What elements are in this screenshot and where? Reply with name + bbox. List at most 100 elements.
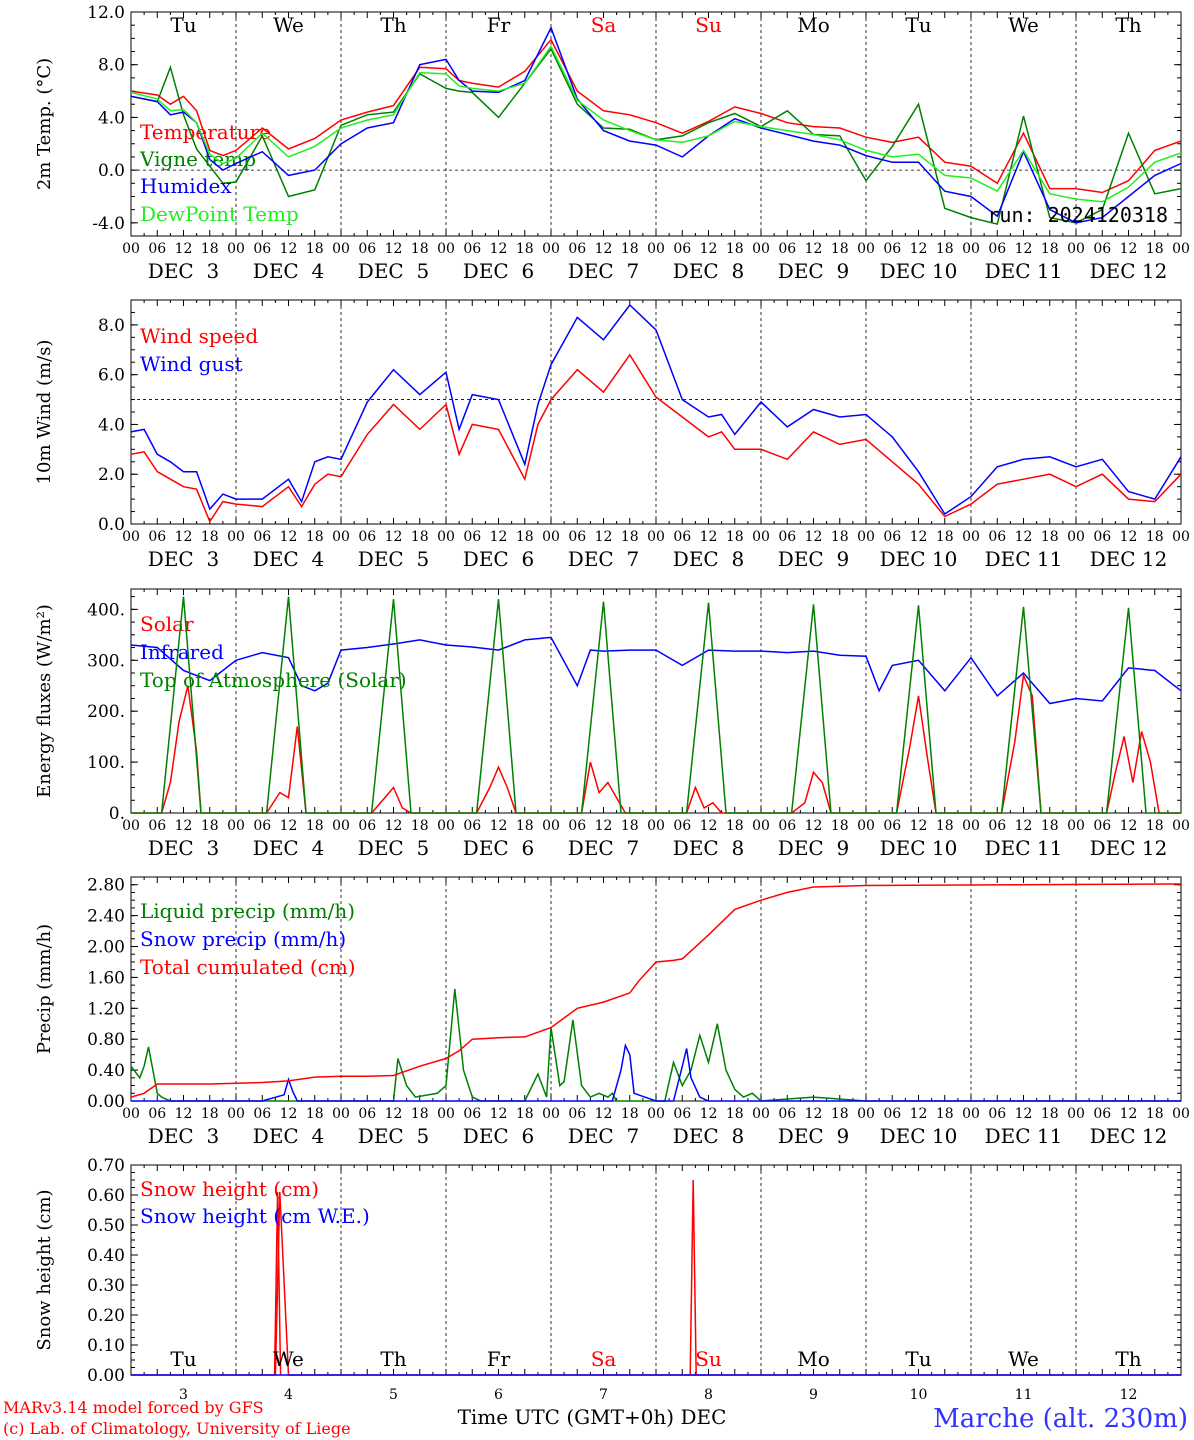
hour-label: 06 [463,241,481,257]
legend-entry: Snow height (cm W.E.) [140,1204,370,1228]
hour-label: 18 [936,241,954,257]
hour-label: 00 [332,529,350,545]
y-tick-label: 0. [109,804,125,824]
hour-label: 12 [490,1106,508,1122]
date-label: DEC 3 [148,547,219,571]
snow-spike [273,1191,282,1376]
hour-label: 18 [1041,1106,1059,1122]
hour-label: 06 [778,241,796,257]
hour-label: 12 [280,1106,298,1122]
y-tick-label: 0.20 [87,1306,125,1326]
y-tick-label: 0.80 [87,1030,125,1050]
y-tick-label: 2.00 [87,938,125,958]
hour-label: 06 [1093,818,1111,834]
hour-label: 00 [542,529,560,545]
hour-label: 06 [778,1106,796,1122]
date-label: DEC 11 [985,259,1063,283]
day-number: 3 [179,1387,188,1403]
plot-frame [130,588,1182,814]
hour-label: 06 [673,818,691,834]
hour-label: 18 [411,241,429,257]
date-label: DEC 7 [568,259,639,283]
hour-label: 12 [805,818,823,834]
hour-label: 18 [936,1106,954,1122]
hour-label: 00 [437,1106,455,1122]
hour-label: 06 [148,529,166,545]
hour-label: 00 [647,1106,665,1122]
hour-label: 12 [700,818,718,834]
hour-label: 12 [385,241,403,257]
hour-label: 00 [752,1106,770,1122]
y-tick-label: 12.0 [87,3,125,23]
y-axis-label: Energy fluxes (W/m²) [34,604,55,798]
hour-label: 00 [1172,241,1190,257]
hour-label: 12 [595,818,613,834]
legend-entry: Top of Atmosphere (Solar) [140,668,407,692]
credit-line-model: MARv3.14 model forced by GFS [3,1398,264,1417]
hour-label: 00 [1067,818,1085,834]
date-label: DEC 4 [253,547,324,571]
date-label: DEC 11 [985,836,1063,860]
hour-label: 06 [883,818,901,834]
hour-label: 18 [306,1106,324,1122]
day-name: Th [380,1347,406,1371]
snow-spike [689,1179,697,1376]
legend-entry: Total cumulated (cm) [140,955,356,979]
y-tick-label: 0.40 [87,1246,125,1266]
date-label: DEC 10 [880,836,958,860]
hour-label: 12 [1015,241,1033,257]
date-label: DEC 10 [880,547,958,571]
y-tick-label: 1.60 [87,968,125,988]
date-label: DEC 3 [148,836,219,860]
hour-label: 00 [857,529,875,545]
hour-label: 12 [175,818,193,834]
hour-label: 18 [621,241,639,257]
hour-label: 12 [910,1106,928,1122]
hour-label: 00 [752,818,770,834]
y-tick-label: 400. [87,600,125,620]
hour-label: 06 [778,529,796,545]
date-label: DEC 12 [1090,259,1168,283]
hour-label: 12 [595,1106,613,1122]
hour-label: 12 [1120,529,1138,545]
y-tick-label: 0.0 [98,515,125,535]
legend-entry: Liquid precip (mm/h) [140,899,355,923]
date-label: DEC 7 [568,1124,639,1148]
hour-label: 18 [621,818,639,834]
hour-label: 06 [568,818,586,834]
panel-2: 0.0 2.0 4.0 6.0 8.0 10m Wind (m/s) Wind speed W… [34,299,1190,571]
hour-label: 06 [988,1106,1006,1122]
y-axis-label: 2m Temp. (°C) [34,58,55,190]
credit-line-lab: (c) Lab. of Climatology, University of L… [3,1419,351,1438]
date-label: DEC 12 [1090,1124,1168,1148]
hour-label: 18 [936,529,954,545]
hour-label: 12 [280,818,298,834]
series-line-total-cumulated-cm- [130,883,1182,1098]
hour-label: 18 [831,1106,849,1122]
hour-label: 00 [542,241,560,257]
hour-label: 00 [122,241,140,257]
day-number: 5 [389,1387,398,1403]
day-name: Mo [797,13,830,37]
day-number: 8 [704,1387,713,1403]
date-label: DEC 10 [880,259,958,283]
hour-label: 12 [805,241,823,257]
hour-label: 00 [1172,1106,1190,1122]
date-label: DEC 10 [880,1124,958,1148]
hour-label: 12 [1015,529,1033,545]
date-label: DEC 12 [1090,547,1168,571]
hour-label: 00 [962,818,980,834]
series-line-top-of-atmosphere-solar- [131,596,1181,814]
legend-entry: Wind speed [140,324,258,348]
hour-label: 06 [463,529,481,545]
y-axis-label: Precip (mm/h) [34,924,55,1054]
panel-1: -4.0 0.0 4.0 8.0 12.0 2m Temp. (°C) Temperatur… [34,3,1190,283]
date-label: DEC 5 [358,836,429,860]
y-tick-label: 2.40 [87,907,125,927]
hour-label: 18 [201,241,219,257]
hour-label: 12 [910,818,928,834]
day-name: We [1008,1347,1039,1371]
date-label: DEC 11 [985,1124,1063,1148]
hour-label: 18 [306,529,324,545]
